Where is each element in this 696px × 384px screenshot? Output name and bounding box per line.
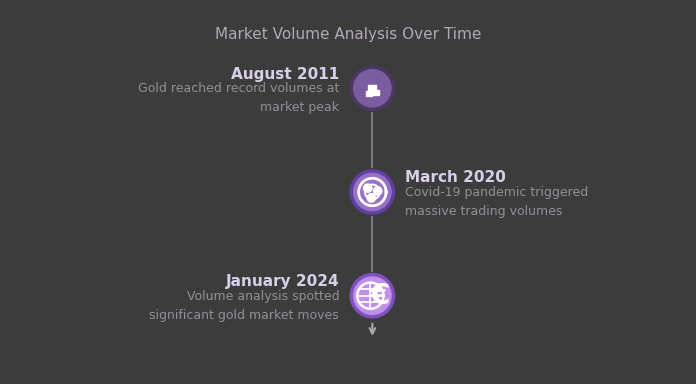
Circle shape xyxy=(351,275,393,317)
Bar xyxy=(365,91,372,96)
Text: Volume analysis spotted
significant gold market moves: Volume analysis spotted significant gold… xyxy=(150,290,339,322)
Bar xyxy=(372,90,379,94)
Text: August 2011: August 2011 xyxy=(231,67,339,82)
Bar xyxy=(372,90,379,94)
Text: Gold reached record volumes at
market peak: Gold reached record volumes at market pe… xyxy=(138,82,339,114)
Circle shape xyxy=(363,184,372,192)
Circle shape xyxy=(374,187,382,195)
Text: January 2024: January 2024 xyxy=(226,274,339,289)
Text: Market Volume Analysis Over Time: Market Volume Analysis Over Time xyxy=(215,27,481,42)
Circle shape xyxy=(351,67,393,109)
Bar xyxy=(367,85,376,89)
Circle shape xyxy=(351,171,393,213)
Bar xyxy=(367,85,376,89)
Bar xyxy=(365,91,372,96)
Circle shape xyxy=(367,194,376,202)
Text: March 2020: March 2020 xyxy=(406,170,507,185)
Text: €: € xyxy=(370,282,390,310)
Text: Covid-19 pandemic triggered
massive trading volumes: Covid-19 pandemic triggered massive trad… xyxy=(406,186,589,218)
